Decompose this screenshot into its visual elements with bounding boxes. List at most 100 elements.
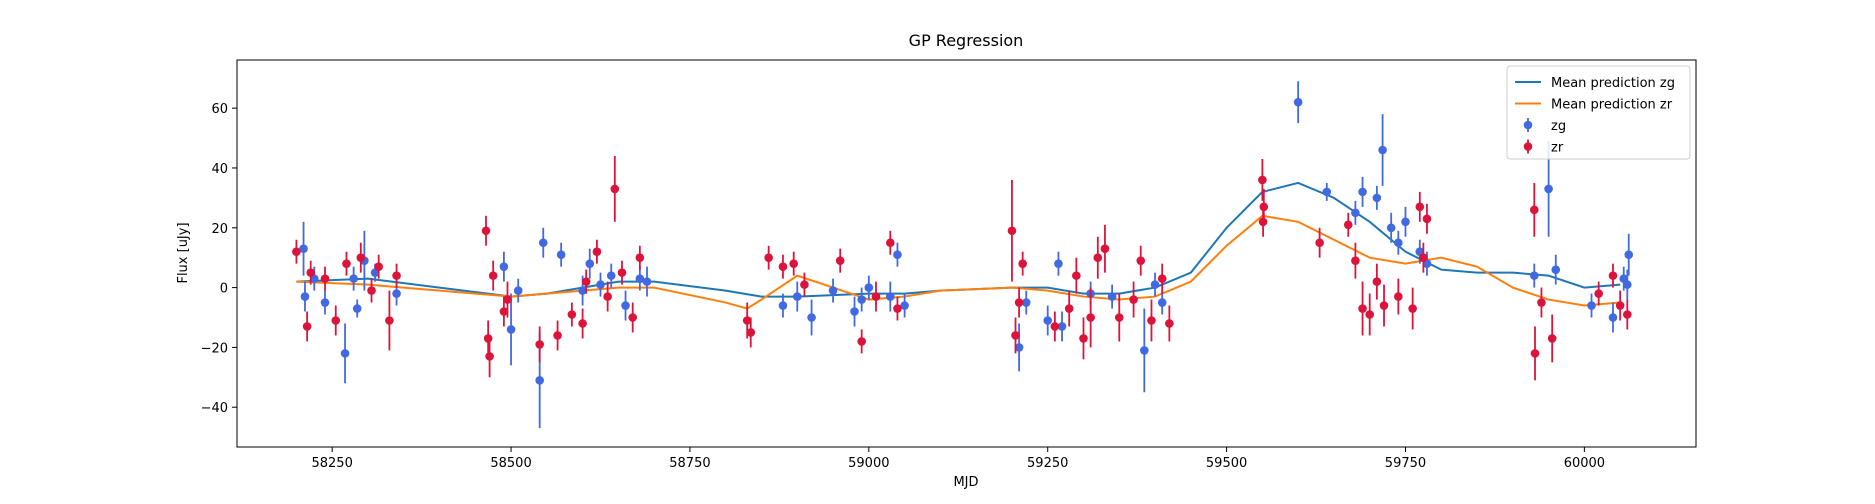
data-point: [581, 277, 591, 286]
data-point: [302, 322, 312, 331]
data-point: [635, 253, 645, 262]
data-point: [499, 262, 509, 271]
data-point: [764, 253, 773, 262]
data-point: [1157, 274, 1167, 283]
data-point: [535, 340, 544, 349]
data-point: [835, 256, 845, 265]
legend-label: Mean prediction zr: [1551, 98, 1673, 113]
data-point: [1394, 292, 1403, 301]
data-point: [885, 292, 895, 301]
x-tick-label: 59000: [848, 456, 889, 471]
data-point: [628, 313, 637, 322]
data-point: [1537, 298, 1546, 307]
data-point: [535, 376, 544, 385]
legend-label: zg: [1551, 119, 1566, 134]
data-point: [1623, 280, 1632, 289]
mean-line: [296, 181, 1621, 298]
data-point: [1043, 316, 1053, 325]
data-point: [1615, 301, 1625, 310]
data-point: [1529, 271, 1539, 280]
data-point: [1401, 217, 1410, 227]
data-point: [1014, 343, 1024, 352]
data-point: [900, 301, 909, 310]
data-point: [1011, 331, 1020, 340]
data-point: [1608, 313, 1618, 322]
data-point: [1351, 208, 1360, 218]
legend-marker: [1523, 142, 1533, 151]
data-point: [1258, 175, 1267, 185]
data-point: [792, 292, 802, 301]
data-point: [1293, 97, 1303, 107]
data-point: [871, 292, 881, 301]
y-axis-label: Flux [uJy]: [176, 222, 191, 283]
data-point: [320, 298, 330, 307]
data-point: [1422, 214, 1432, 224]
data-point: [1018, 259, 1027, 268]
data-point: [893, 250, 902, 259]
data-point: [1623, 310, 1632, 319]
data-point: [746, 328, 756, 337]
x-tick-label: 58250: [311, 456, 352, 471]
chart-title: GP Regression: [909, 31, 1024, 50]
data-point: [1079, 334, 1088, 343]
data-point: [513, 286, 523, 295]
y-tick-label: −20: [201, 341, 228, 356]
data-point: [800, 280, 809, 289]
data-point: [1594, 289, 1603, 298]
data-point: [299, 244, 308, 254]
x-tick-label: 59250: [1027, 456, 1068, 471]
data-point: [621, 301, 630, 310]
x-tick-label: 59500: [1206, 456, 1247, 471]
data-point: [1587, 301, 1596, 310]
data-point: [850, 307, 859, 316]
data-point: [742, 316, 752, 325]
data-point: [340, 349, 350, 358]
data-point: [778, 301, 788, 310]
data-point: [1129, 295, 1138, 304]
data-point: [292, 247, 301, 257]
data-point: [1107, 292, 1117, 301]
data-point: [778, 262, 788, 271]
data-point: [893, 304, 902, 313]
data-point: [1378, 145, 1387, 155]
data-point: [1165, 319, 1174, 328]
data-point: [864, 283, 874, 292]
data-point: [1136, 256, 1146, 265]
x-axis-label: MJD: [953, 475, 978, 490]
data-point: [1529, 205, 1539, 215]
data-point: [352, 304, 362, 313]
data-point: [1343, 220, 1353, 230]
y-tick-label: 40: [211, 162, 228, 177]
data-point: [1351, 256, 1360, 265]
data-point: [567, 310, 577, 319]
data-point: [1547, 334, 1557, 343]
data-point: [499, 307, 509, 316]
data-point: [538, 238, 548, 248]
data-point: [374, 262, 383, 271]
x-tick-label: 58500: [490, 456, 531, 471]
legend-label: zr: [1551, 141, 1564, 156]
data-point: [1365, 310, 1375, 319]
data-point: [320, 274, 330, 283]
data-point: [1394, 238, 1403, 248]
data-point: [857, 337, 866, 346]
legend-marker: [1523, 120, 1533, 130]
data-point: [1608, 271, 1618, 280]
data-point: [1315, 238, 1324, 248]
data-point: [1544, 184, 1553, 194]
data-point: [1086, 313, 1095, 322]
data-point: [349, 274, 358, 283]
data-point: [556, 250, 566, 259]
mean-line: [296, 214, 1621, 310]
data-point: [488, 271, 498, 280]
data-point: [1100, 244, 1110, 254]
data-point: [1415, 202, 1425, 212]
data-point: [1624, 250, 1634, 259]
data-point: [828, 286, 838, 295]
data-point: [1014, 298, 1024, 307]
data-point: [1054, 259, 1063, 268]
data-point: [1093, 253, 1103, 262]
data-point: [642, 277, 652, 286]
y-tick-label: 60: [211, 102, 228, 117]
